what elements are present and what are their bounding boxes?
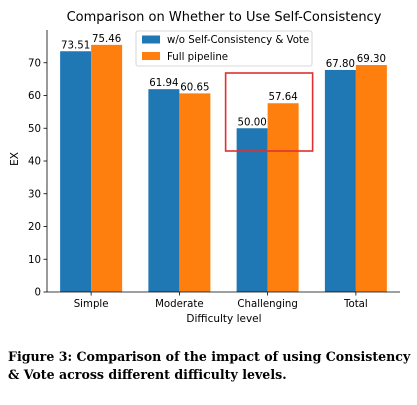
legend-frame xyxy=(135,30,313,67)
bar-total-series-0 xyxy=(324,69,356,292)
legend-label-0: w/o Self-Consistency & Vote xyxy=(167,35,309,46)
highlight-box xyxy=(224,72,314,152)
x-axis: Simple Moderate Challenging Total xyxy=(47,291,400,310)
bar-moderate-series-1 xyxy=(179,93,211,292)
legend: w/o Self-Consistency & Vote Full pipelin… xyxy=(135,30,313,67)
x-axis-label: Difficulty level xyxy=(186,313,261,325)
x-tick-label: Moderate xyxy=(155,299,203,310)
bars-layer xyxy=(60,44,387,293)
y-tick-label: 20 xyxy=(28,222,41,233)
value-label: 57.64 xyxy=(269,92,298,103)
y-axis-label: EX xyxy=(9,152,21,166)
value-label: 50.00 xyxy=(238,117,267,128)
x-tick-label: Challenging xyxy=(237,299,297,310)
bar-simple-series-0 xyxy=(60,51,92,293)
value-label: 73.51 xyxy=(61,40,90,51)
value-label: 75.46 xyxy=(92,34,121,45)
y-tick-label: 10 xyxy=(28,255,41,266)
legend-swatch-0 xyxy=(142,35,160,44)
y-axis: 0 10 20 30 40 50 60 70 xyxy=(28,30,48,299)
x-tick-label: Total xyxy=(343,299,368,310)
chart-title: Comparison on Whether to Use Self-Consis… xyxy=(67,10,382,25)
bar-challenging-series-0 xyxy=(236,128,268,292)
x-tick-label: Simple xyxy=(74,299,109,310)
bar-total-series-1 xyxy=(355,65,387,292)
bar-simple-series-1 xyxy=(91,44,123,292)
y-tick-label: 50 xyxy=(28,124,41,135)
legend-label-1: Full pipeline xyxy=(167,52,228,63)
value-label: 61.94 xyxy=(149,78,178,89)
value-label: 67.80 xyxy=(326,59,355,70)
bar-moderate-series-0 xyxy=(148,89,180,292)
value-label: 60.65 xyxy=(180,82,209,93)
figure-caption: Figure 3: Comparison of the impact of us… xyxy=(8,349,411,382)
value-labels-layer: 73.51 61.94 50.00 67.80 75.46 60.65 57.64 69.30 xyxy=(61,34,386,128)
legend-swatch-1 xyxy=(142,52,160,60)
y-tick-label: 60 xyxy=(28,91,41,102)
y-tick-label: 70 xyxy=(28,58,41,69)
y-tick-label: 30 xyxy=(28,189,41,200)
y-tick-label: 0 xyxy=(35,288,41,299)
value-label: 69.30 xyxy=(357,54,386,65)
bar-challenging-series-1 xyxy=(267,103,299,292)
y-tick-label: 40 xyxy=(28,157,41,168)
bar-chart: Comparison on Whether to Use Self-Consis… xyxy=(9,10,400,325)
